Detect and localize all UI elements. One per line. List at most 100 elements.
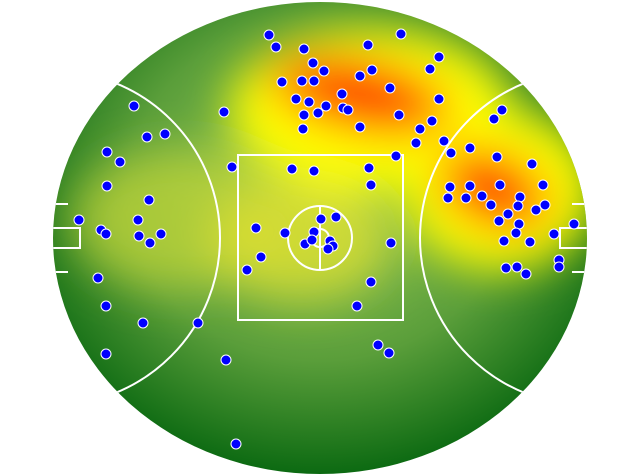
point bbox=[464, 142, 476, 154]
point bbox=[410, 137, 422, 149]
point bbox=[520, 268, 532, 280]
point bbox=[383, 347, 395, 359]
point bbox=[493, 215, 505, 227]
point bbox=[442, 192, 454, 204]
point bbox=[132, 214, 144, 226]
point bbox=[426, 115, 438, 127]
point bbox=[220, 354, 232, 366]
point bbox=[460, 192, 472, 204]
point bbox=[263, 29, 275, 41]
point bbox=[320, 100, 332, 112]
point bbox=[363, 162, 375, 174]
point bbox=[372, 339, 384, 351]
point bbox=[330, 211, 342, 223]
point bbox=[498, 235, 510, 247]
point bbox=[192, 317, 204, 329]
point bbox=[270, 41, 282, 53]
point bbox=[445, 147, 457, 159]
point bbox=[354, 121, 366, 133]
point bbox=[306, 234, 318, 246]
point bbox=[548, 228, 560, 240]
point bbox=[384, 82, 396, 94]
point bbox=[433, 93, 445, 105]
point bbox=[303, 96, 315, 108]
point bbox=[424, 63, 436, 75]
point bbox=[354, 70, 366, 82]
point bbox=[133, 230, 145, 242]
point bbox=[137, 317, 149, 329]
point bbox=[144, 237, 156, 249]
point bbox=[390, 150, 402, 162]
point bbox=[438, 135, 450, 147]
point bbox=[393, 109, 405, 121]
point bbox=[524, 236, 536, 248]
point bbox=[128, 100, 140, 112]
point bbox=[488, 113, 500, 125]
point bbox=[444, 181, 456, 193]
point bbox=[512, 200, 524, 212]
point bbox=[336, 88, 348, 100]
point bbox=[485, 199, 497, 211]
point bbox=[530, 204, 542, 216]
point bbox=[365, 276, 377, 288]
point bbox=[385, 237, 397, 249]
point bbox=[496, 104, 508, 116]
point bbox=[290, 93, 302, 105]
point bbox=[286, 163, 298, 175]
point bbox=[73, 214, 85, 226]
point bbox=[155, 228, 167, 240]
point bbox=[476, 190, 488, 202]
heat bbox=[70, 30, 587, 300]
point bbox=[491, 151, 503, 163]
point bbox=[307, 57, 319, 69]
point bbox=[159, 128, 171, 140]
point bbox=[318, 65, 330, 77]
point bbox=[218, 106, 230, 118]
point bbox=[514, 191, 526, 203]
point bbox=[539, 199, 551, 211]
point bbox=[513, 218, 525, 230]
point bbox=[322, 243, 334, 255]
point bbox=[414, 123, 426, 135]
point bbox=[312, 107, 324, 119]
point bbox=[362, 39, 374, 51]
point bbox=[502, 208, 514, 220]
point bbox=[141, 131, 153, 143]
point bbox=[510, 227, 522, 239]
point bbox=[433, 51, 445, 63]
point bbox=[276, 76, 288, 88]
point bbox=[296, 75, 308, 87]
point bbox=[308, 165, 320, 177]
point bbox=[255, 251, 267, 263]
point bbox=[114, 156, 126, 168]
point bbox=[100, 348, 112, 360]
point bbox=[226, 161, 238, 173]
point bbox=[100, 228, 112, 240]
point bbox=[366, 64, 378, 76]
point bbox=[250, 222, 262, 234]
points bbox=[73, 28, 580, 450]
point bbox=[537, 179, 549, 191]
point bbox=[100, 300, 112, 312]
point bbox=[143, 194, 155, 206]
point bbox=[500, 262, 512, 274]
point bbox=[101, 180, 113, 192]
point bbox=[568, 218, 580, 230]
point bbox=[464, 180, 476, 192]
point bbox=[92, 272, 104, 284]
point bbox=[351, 300, 363, 312]
point bbox=[298, 109, 310, 121]
point bbox=[101, 146, 113, 158]
point bbox=[279, 227, 291, 239]
point bbox=[297, 123, 309, 135]
point bbox=[230, 438, 242, 450]
point bbox=[241, 264, 253, 276]
point bbox=[365, 179, 377, 191]
point bbox=[553, 261, 565, 273]
point bbox=[526, 158, 538, 170]
point bbox=[494, 179, 506, 191]
point bbox=[342, 104, 354, 116]
point bbox=[308, 75, 320, 87]
point bbox=[395, 28, 407, 40]
